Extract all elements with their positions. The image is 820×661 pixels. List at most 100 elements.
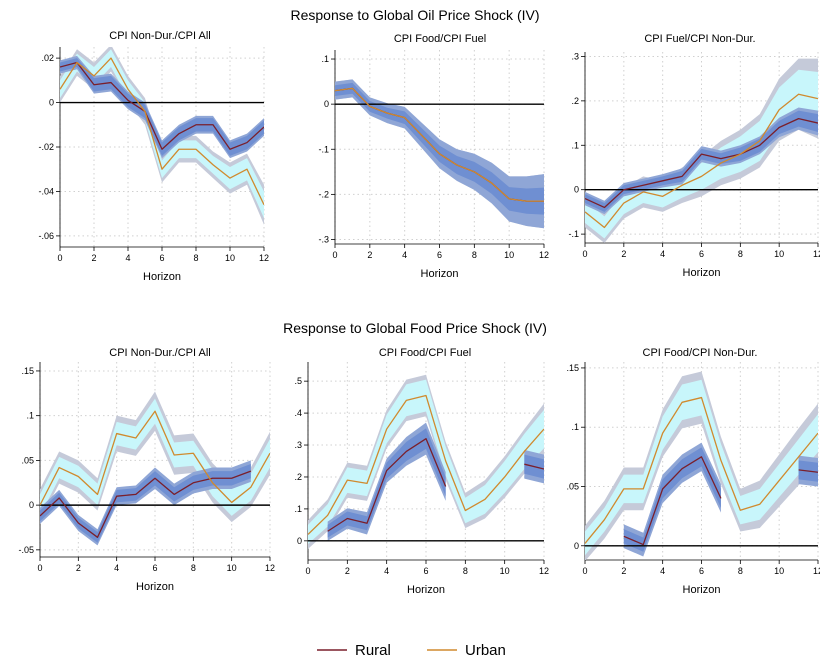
chart-panel: CPI Non-Dur./CPI All .02 0 -.02 -.04 -.06 0 2 4 6… (38, 30, 269, 283)
chart-panel: CPI Non-Dur./CPI All.15.1.050-.050 2 4 6 8 10… (18, 347, 275, 593)
legend: Rural Urban (317, 642, 506, 659)
chart-panel: CPI Fuel/CPI Non-Dur..3.2.10-.1024681012… (568, 33, 820, 279)
x-axis-label: Horizon (421, 268, 459, 280)
x-tick-label: 10 (774, 249, 784, 259)
rural-line (524, 463, 544, 470)
x-tick-label: 12 (813, 249, 820, 259)
y-tick-label: .02 (41, 53, 54, 63)
x-tick-label: 4 (660, 249, 665, 259)
y-tick-label: -.2 (318, 189, 329, 199)
x-tick-label: 4 (384, 566, 389, 576)
rural-line (60, 61, 264, 150)
x-tick-label: 8 (463, 566, 468, 576)
x-tick-label: 2 (621, 566, 626, 576)
legend-urban-label: Urban (465, 642, 506, 659)
y-tick-label: .2 (571, 96, 579, 106)
y-tick-label: -.1 (318, 144, 329, 154)
plot-area (585, 58, 818, 243)
x-tick-label: 4 (402, 250, 407, 260)
y-tick-label: .3 (571, 51, 579, 61)
rural-line (40, 470, 252, 538)
x-tick-label: 10 (227, 563, 237, 573)
rural-ci68-band (335, 82, 544, 215)
x-axis-label: Horizon (143, 271, 181, 283)
x-tick-label: 12 (813, 566, 820, 576)
x-tick-label: 0 (582, 566, 587, 576)
x-tick-label: 10 (225, 253, 235, 263)
x-tick-label: 6 (699, 249, 704, 259)
y-tick-label: .1 (571, 422, 579, 432)
urban-line (40, 410, 270, 506)
panel-title: CPI Fuel/CPI Non-Dur. (644, 33, 755, 45)
x-tick-label: 6 (159, 253, 164, 263)
x-tick-label: 12 (259, 253, 269, 263)
x-tick-label: 0 (37, 563, 42, 573)
plot-area (308, 374, 544, 549)
x-tick-label: 6 (699, 566, 704, 576)
y-tick-label: -.1 (568, 229, 579, 239)
y-tick-label: .15 (566, 363, 579, 373)
rural-ci68-band (40, 463, 251, 543)
y-tick-label: .2 (294, 472, 302, 482)
x-axis-label: Horizon (683, 267, 721, 279)
y-tick-label: .1 (571, 140, 579, 150)
y-tick-label: .05 (21, 455, 34, 465)
y-tick-label: .5 (294, 376, 302, 386)
y-tick-label: .4 (294, 408, 302, 418)
x-tick-label: 0 (305, 566, 310, 576)
x-tick-label: 4 (660, 566, 665, 576)
rural-line (327, 437, 447, 532)
chart-panel: CPI Food/CPI Fuel.10-.1-.2-.30 2 4 6 8 10 12Ho… (318, 33, 549, 280)
y-tick-label: 0 (574, 541, 579, 551)
panel-title: CPI Non-Dur./CPI All (109, 347, 210, 359)
x-tick-label: 6 (423, 566, 428, 576)
panel-title: CPI Food/CPI Fuel (394, 33, 486, 45)
plot-area (335, 79, 544, 229)
x-tick-label: 2 (345, 566, 350, 576)
chart-panel: CPI Food/CPI Non-Dur. .15 .1 .05 0 0 2 4 6 8 10 12 H… (566, 347, 820, 596)
row-title-oil: Response to Global Oil Price Shock (IV) (291, 7, 540, 23)
y-tick-label: .3 (294, 440, 302, 450)
y-tick-label: -.04 (38, 186, 54, 196)
x-tick-label: 2 (621, 249, 626, 259)
urban-line (585, 396, 818, 544)
x-tick-label: 6 (437, 250, 442, 260)
urban-ci68-band (585, 379, 818, 556)
rural-line (585, 117, 818, 209)
x-tick-label: 8 (193, 253, 198, 263)
y-tick-label: 0 (574, 185, 579, 195)
y-tick-label: .1 (321, 54, 329, 64)
rural-line (623, 456, 722, 546)
urban-line (585, 93, 818, 229)
panel-title: CPI Food/CPI Non-Dur. (643, 347, 758, 359)
x-axis-label: Horizon (683, 584, 721, 596)
panel-title: CPI Food/CPI Fuel (379, 347, 471, 359)
x-tick-label: 6 (152, 563, 157, 573)
y-tick-label: -.02 (38, 142, 54, 152)
rural-ci68-band (585, 110, 818, 212)
y-tick-label: 0 (29, 500, 34, 510)
y-tick-label: .1 (294, 504, 302, 514)
x-tick-label: 10 (500, 566, 510, 576)
rural-ci68-band (327, 428, 446, 538)
rural-line (798, 469, 818, 473)
urban-line (60, 57, 264, 206)
row-title-food: Response to Global Food Price Shock (IV) (283, 320, 547, 336)
x-tick-label: 12 (265, 563, 275, 573)
y-tick-label: -.06 (38, 231, 54, 241)
x-axis-label: Horizon (407, 584, 445, 596)
x-tick-label: 0 (332, 250, 337, 260)
y-tick-label: .05 (566, 481, 579, 491)
plot-area (40, 391, 270, 546)
y-tick-label: 0 (297, 536, 302, 546)
x-tick-label: 10 (774, 566, 784, 576)
x-tick-label: 0 (582, 249, 587, 259)
x-tick-label: 12 (539, 566, 549, 576)
urban-line (335, 87, 544, 202)
chart-panel: CPI Food/CPI Fuel .5 .4 .3 .2 .1 0 0 2 4 6 8 10 12 Hor… (294, 347, 549, 596)
x-axis-label: Horizon (136, 581, 174, 593)
x-tick-label: 12 (539, 250, 549, 260)
x-tick-label: 2 (367, 250, 372, 260)
legend-rural-label: Rural (355, 642, 391, 659)
